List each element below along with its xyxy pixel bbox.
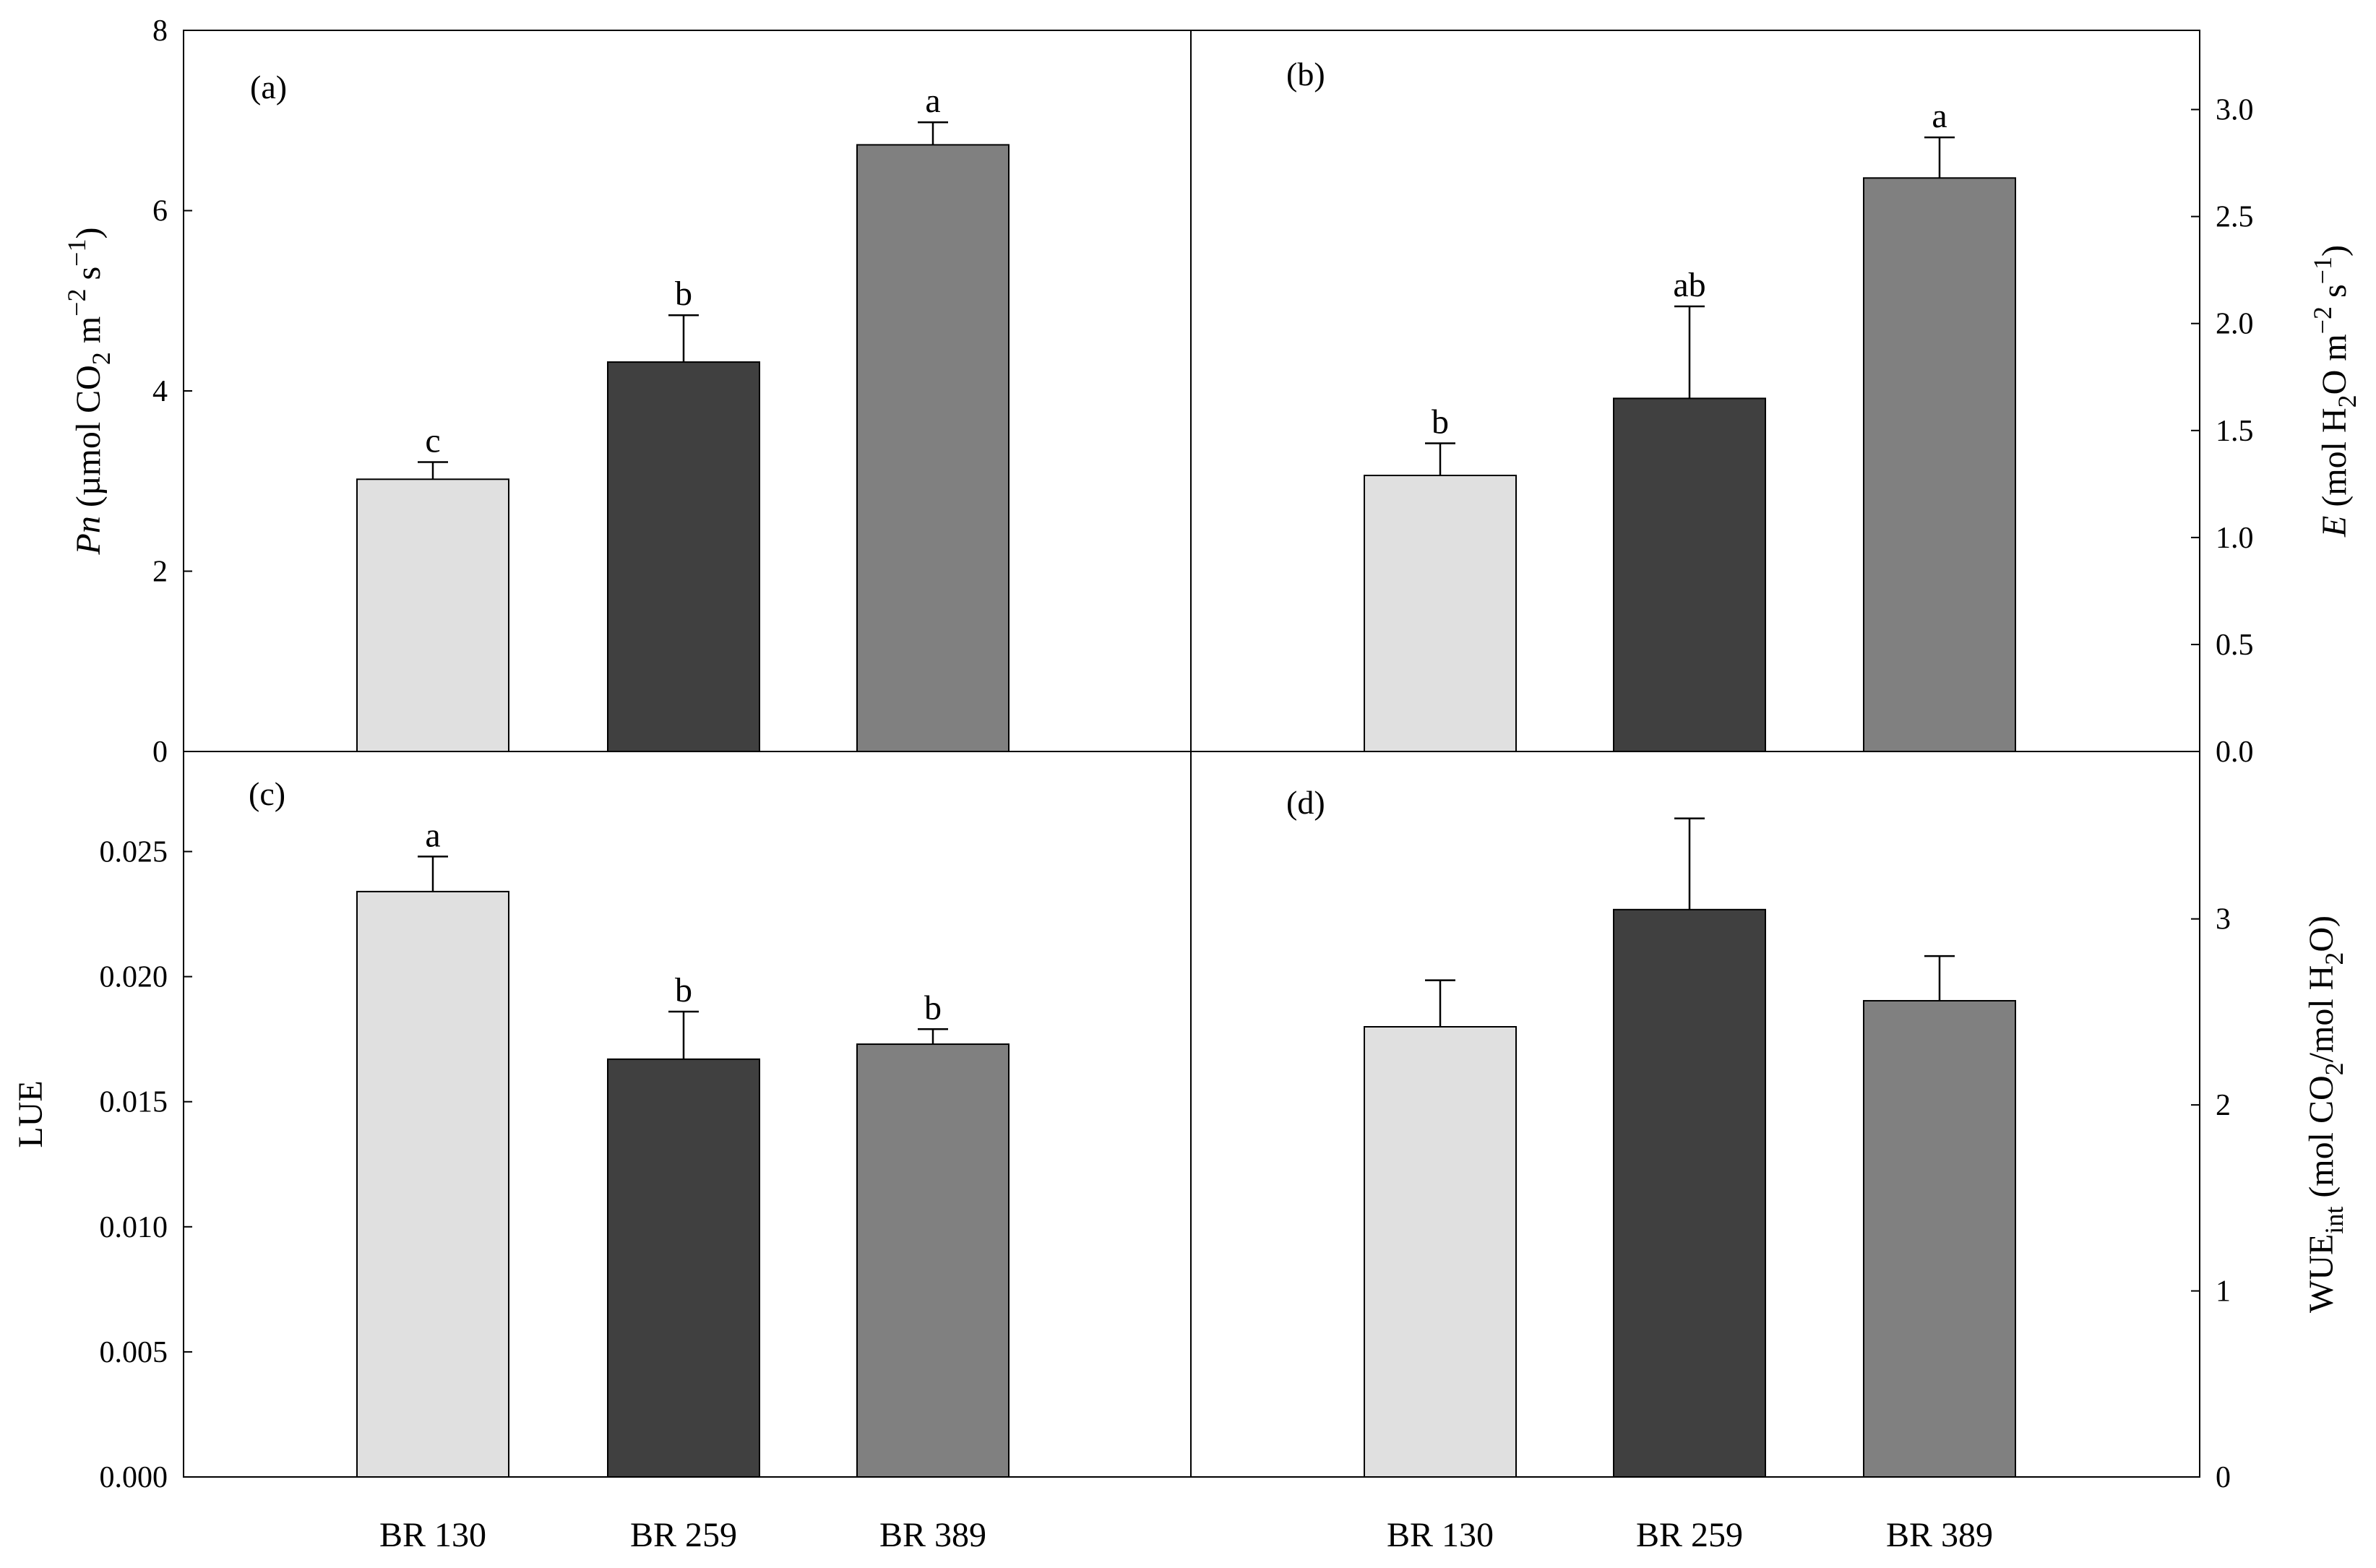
y-tick-label: 1.5	[2216, 415, 2254, 448]
panel-a: (a) 0 2 4 6 8 c b a Pn (µmol CO2 m−2 s−1)	[62, 14, 1192, 769]
y-tick-label: 4	[152, 375, 168, 408]
y-tick-label: 1	[2216, 1275, 2231, 1309]
x-tick-label: BR 130	[379, 1516, 486, 1554]
y-tick-label: 2	[2216, 1089, 2231, 1122]
panel-d-bars	[1364, 817, 2016, 1478]
significance-label: b	[675, 971, 692, 1009]
panel-d-ticks: 0 1 2 3	[1439, 903, 2231, 1494]
bar	[607, 1058, 760, 1478]
panel-b-ticks: 0.0 0.5 1.0 1.5 2.0 2.5 3.0	[1439, 94, 2254, 769]
y-tick-label: 0.025	[100, 835, 168, 869]
panel-b: (b) 0.0 0.5 1.0 1.5 2.0 2.5 3.0 b ab a E (mol H2…	[1190, 30, 2362, 769]
panel-c: (c) 0.000 0.005 0.010 0.015 0.020 0.025 a b b L…	[12, 751, 1192, 1494]
panel-c-y-axis-label: LUE	[12, 1080, 50, 1147]
x-axis-labels-right: BR 130 BR 259 BR 389	[1387, 1516, 1993, 1554]
y-tick-label: 2	[152, 556, 168, 589]
x-tick-label: BR 259	[630, 1516, 737, 1554]
panel-a-label: (a)	[250, 69, 287, 105]
y-tick-label: 0	[2216, 1461, 2231, 1494]
bar	[1863, 177, 2016, 753]
panel-b-bars: b ab a	[1364, 97, 2016, 753]
x-tick-label: BR 389	[1886, 1516, 1993, 1554]
y-tick-label: 0.010	[100, 1211, 168, 1244]
y-tick-label: 0.005	[100, 1336, 168, 1369]
x-tick-label: BR 130	[1387, 1516, 1494, 1554]
significance-label: b	[1432, 403, 1449, 441]
y-tick-label: 0.000	[100, 1461, 168, 1494]
x-tick-label: BR 259	[1636, 1516, 1743, 1554]
significance-label: c	[425, 422, 440, 460]
significance-label: a	[925, 82, 940, 120]
panel-a-y-axis-label: Pn (µmol CO2 m−2 s−1)	[62, 228, 116, 556]
bar	[856, 1043, 1010, 1478]
y-tick-label: 6	[152, 195, 168, 228]
panel-c-ticks: 0.000 0.005 0.010 0.015 0.020 0.025	[100, 835, 934, 1494]
panel-c-label: (c)	[249, 775, 285, 812]
significance-label: a	[1932, 97, 1947, 135]
y-tick-label: 0.020	[100, 961, 168, 994]
panel-c-bars: a b b	[356, 816, 1010, 1478]
significance-label: b	[924, 988, 942, 1027]
bar	[856, 144, 1010, 752]
bar	[1364, 1026, 1517, 1478]
panel-b-y-axis-label: E (mol H2O m−2 s−1)	[2308, 245, 2362, 538]
panel-d-label: (d)	[1286, 784, 1325, 821]
bar	[1863, 999, 2016, 1478]
y-tick-label: 0.0	[2216, 736, 2254, 769]
significance-label: a	[425, 816, 440, 854]
x-axis-labels-left: BR 130 BR 259 BR 389	[379, 1516, 986, 1554]
y-tick-label: 0.015	[100, 1086, 168, 1119]
bar	[356, 478, 509, 752]
y-tick-label: 3.0	[2216, 94, 2254, 127]
significance-label: ab	[1673, 266, 1705, 304]
y-tick-label: 2.0	[2216, 308, 2254, 341]
bar	[1364, 474, 1517, 752]
bar	[1613, 397, 1766, 752]
y-tick-label: 8	[152, 14, 168, 48]
bar	[607, 361, 760, 752]
y-tick-label: 0	[152, 736, 168, 769]
y-tick-label: 0.5	[2216, 629, 2254, 662]
panel-d-y-axis-label: WUEint (mol CO2/mol H2O)	[2302, 916, 2349, 1313]
y-tick-label: 1.0	[2216, 522, 2254, 555]
significance-label: b	[675, 275, 692, 313]
y-tick-label: 2.5	[2216, 201, 2254, 234]
bar	[1613, 908, 1766, 1478]
panel-a-ticks: 0 2 4 6 8	[152, 14, 934, 769]
panel-b-label: (b)	[1286, 56, 1325, 92]
panel-d: (d) 0 1 2 3 WUEint (mol CO2/mol H2O)	[1190, 751, 2349, 1494]
x-tick-label: BR 389	[879, 1516, 986, 1554]
panel-a-bars: c b a	[356, 82, 1010, 752]
y-tick-label: 3	[2216, 903, 2231, 936]
bar	[356, 890, 509, 1478]
